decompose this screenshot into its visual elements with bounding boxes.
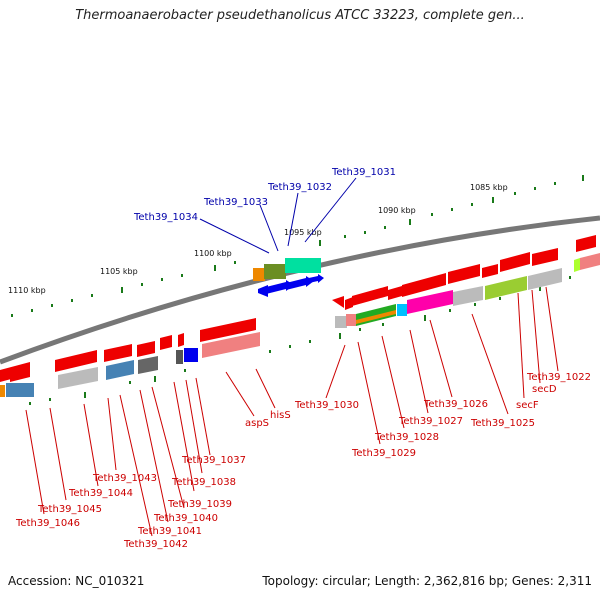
gene-label: Teth39_1032	[267, 182, 332, 193]
gene-label: Teth39_1044	[68, 488, 133, 499]
inner-tick-track	[29, 276, 571, 405]
gene-label: Teth39_1045	[37, 504, 102, 515]
gene-label: secD	[532, 384, 557, 395]
kbp-label: 1100 kbp	[194, 249, 232, 258]
gene-label: Teth39_1040	[153, 513, 218, 524]
kbp-label: 1090 kbp	[378, 206, 416, 215]
gene-label: Teth39_1046	[15, 518, 80, 529]
gene-label: secF	[516, 400, 539, 411]
map-title: Thermoanaerobacter pseudethanolicus ATCC…	[75, 8, 525, 23]
kbp-label: 1105 kbp	[100, 267, 138, 276]
leader-lines	[25, 177, 559, 537]
gene-label: Teth39_1042	[123, 539, 188, 550]
gene-label: Teth39_1026	[423, 399, 488, 410]
gene-label: Teth39_1027	[398, 416, 463, 427]
gene-label: hisS	[270, 410, 291, 421]
outer-tick-track	[11, 175, 584, 317]
accession-text: Accession: NC_010321	[8, 574, 145, 588]
gene-label: Teth39_1039	[167, 499, 232, 510]
gene-label: Teth39_1034	[133, 212, 198, 223]
gene-label: Teth39_1028	[374, 432, 439, 443]
gene-label: Teth39_1030	[294, 400, 359, 411]
gene-label: Teth39_1022	[526, 372, 591, 383]
gene-label: Teth39_1031	[331, 167, 396, 178]
gene-label: Teth39_1033	[203, 197, 268, 208]
topology-text: Topology: circular; Length: 2,362,816 bp…	[262, 574, 592, 588]
kbp-label: 1095 kbp	[284, 228, 322, 237]
gene-label: Teth39_1041	[137, 526, 202, 537]
gene-label: Teth39_1029	[351, 448, 416, 459]
forward-genes	[0, 235, 596, 382]
gene-label: aspS	[245, 418, 269, 429]
gene-label: Teth39_1037	[181, 455, 246, 466]
kbp-label: 1085 kbp	[470, 183, 508, 192]
gene-label: Teth39_1025	[470, 418, 535, 429]
kbp-label: 1110 kbp	[8, 286, 46, 295]
gene-label: Teth39_1043	[92, 473, 157, 484]
reverse-genes	[0, 253, 600, 397]
gene-label: Teth39_1038	[171, 477, 236, 488]
